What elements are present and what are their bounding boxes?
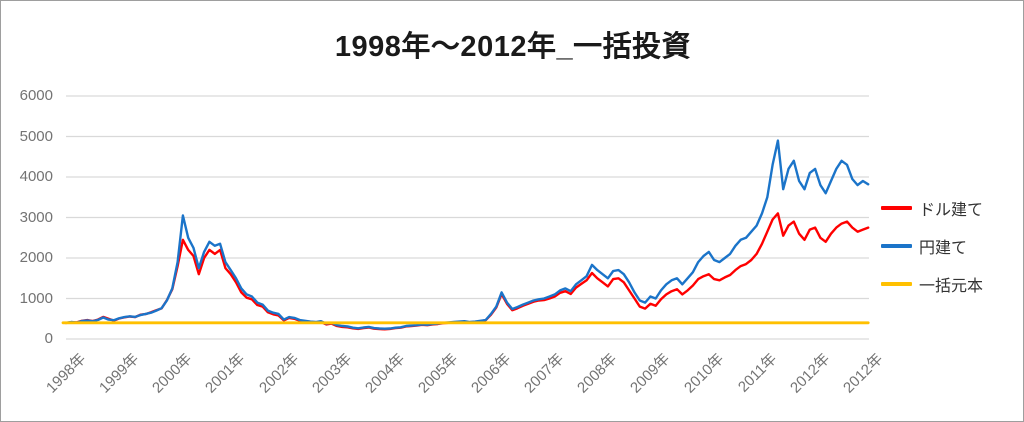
y-tick-label: 5000: [19, 127, 53, 145]
chart-title: 1998年～2012年_一括投資: [334, 31, 692, 63]
legend: ドル建て 円建て 一括元本: [881, 196, 1021, 310]
legend-line-swatch-jpy: [881, 244, 912, 248]
legend-line-swatch-usd: [881, 206, 912, 210]
y-tick-label: 0: [44, 330, 53, 347]
legend-item-jpy: 円建て: [881, 234, 1021, 258]
y-tick-label: 3000: [19, 208, 53, 226]
y-tick-label: 4000: [19, 168, 53, 185]
y-tick-label: 6000: [19, 87, 53, 104]
legend-item-principal: 一括元本: [881, 272, 1021, 296]
y-tick-label: 2000: [19, 249, 53, 266]
legend-line-swatch-principal: [881, 282, 912, 286]
series-line-1: [64, 139, 870, 330]
legend-label-usd: ドル建て: [919, 202, 984, 219]
legend-label-principal: 一括元本: [919, 278, 984, 295]
legend-item-usd: ドル建て: [881, 196, 1021, 220]
legend-label-jpy: 円建て: [919, 240, 968, 257]
y-tick-label: 1000: [19, 289, 53, 307]
